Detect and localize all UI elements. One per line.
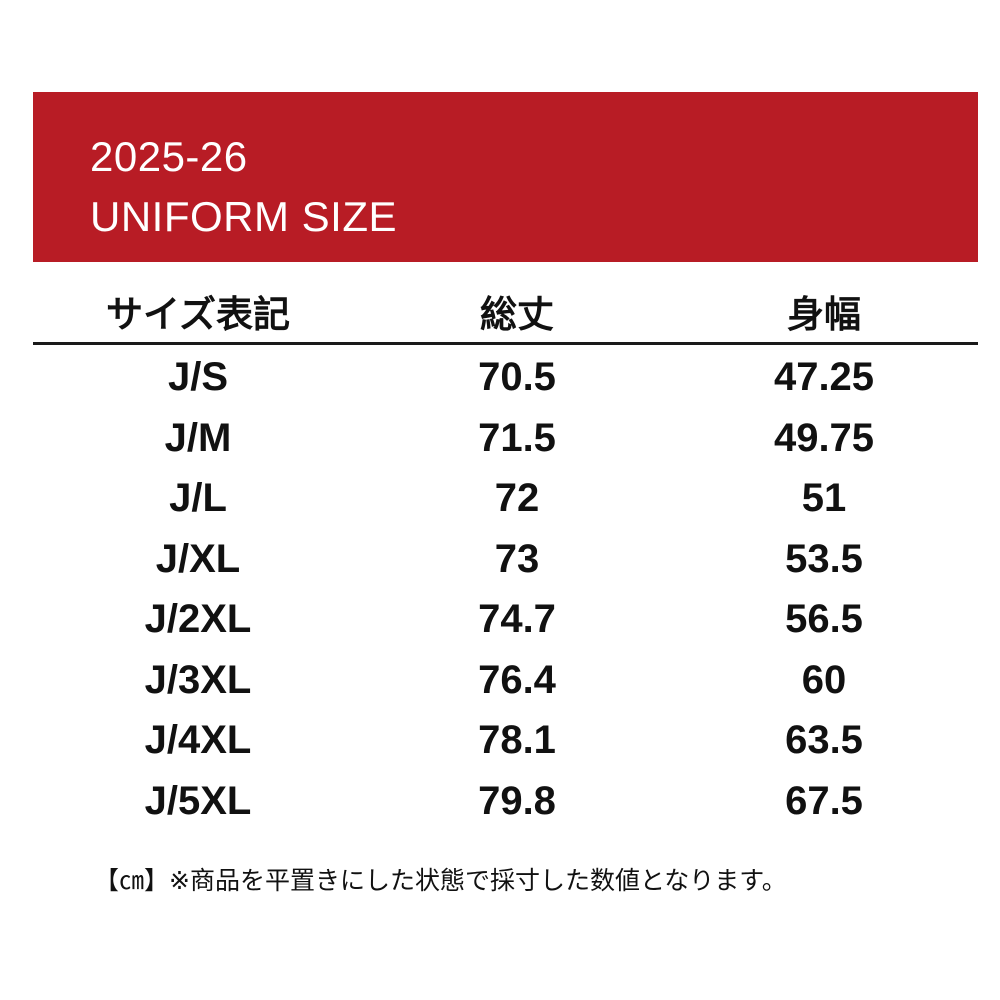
header-total-length: 総丈: [480, 294, 554, 335]
length-cell: 78.1: [478, 718, 556, 762]
width-cell: 53.5: [785, 536, 863, 581]
size-cell: J/S: [167, 355, 229, 399]
length-cell: 70.5: [478, 355, 556, 399]
table-header: サイズ表記 総丈 身幅: [33, 262, 978, 342]
width-cell: 63.5: [785, 718, 863, 762]
width-cell: 47.25: [773, 355, 875, 399]
size-cell: J/4XL: [144, 718, 252, 762]
length-cell: 71.5: [478, 415, 556, 460]
table-row: J/4XL 78.1 63.5: [33, 710, 978, 771]
size-cell: J/5XL: [144, 778, 252, 823]
table-row: J/5XL 79.8 67.5: [33, 771, 978, 832]
table-row: J/XL 73 53.5: [33, 529, 978, 590]
table-row: J/3XL 76.4 60: [33, 650, 978, 711]
width-cell: 51: [801, 476, 847, 520]
table-row: J/M 71.5 49.75: [33, 408, 978, 469]
width-cell: 56.5: [785, 597, 863, 641]
measurement-note: 【㎝】※商品を平置きにした状態で採寸した数値となります。: [94, 866, 787, 895]
table-row: J/L 72 51: [33, 468, 978, 529]
size-cell: J/L: [169, 476, 227, 520]
page-title: UNIFORM SIZE: [90, 193, 397, 240]
length-cell: 74.7: [478, 597, 556, 641]
header-divider: [33, 342, 978, 345]
length-cell: 76.4: [478, 657, 556, 702]
size-cell: J/3XL: [144, 657, 252, 702]
season-label: 2025-26: [90, 133, 248, 180]
length-cell: 72: [494, 476, 540, 520]
size-table: サイズ表記 総丈 身幅 J/S 70.5 47.25 J/M 71.5 49.7…: [33, 262, 978, 821]
width-cell: 60: [801, 657, 847, 702]
width-cell: 49.75: [773, 415, 875, 460]
length-cell: 73: [494, 536, 540, 581]
table-body: J/S 70.5 47.25 J/M 71.5 49.75 J/L 72 51 …: [33, 347, 978, 831]
title-banner: 2025-26 UNIFORM SIZE: [33, 92, 978, 262]
table-row: J/S 70.5 47.25: [33, 347, 978, 408]
header-size-label: サイズ表記: [106, 294, 290, 335]
table-row: J/2XL 74.7 56.5: [33, 589, 978, 650]
size-cell: J/M: [164, 415, 232, 460]
size-cell: J/2XL: [144, 597, 252, 641]
width-cell: 67.5: [785, 778, 863, 823]
size-cell: J/XL: [155, 536, 241, 581]
header-body-width: 身幅: [787, 294, 861, 335]
length-cell: 79.8: [478, 778, 556, 823]
